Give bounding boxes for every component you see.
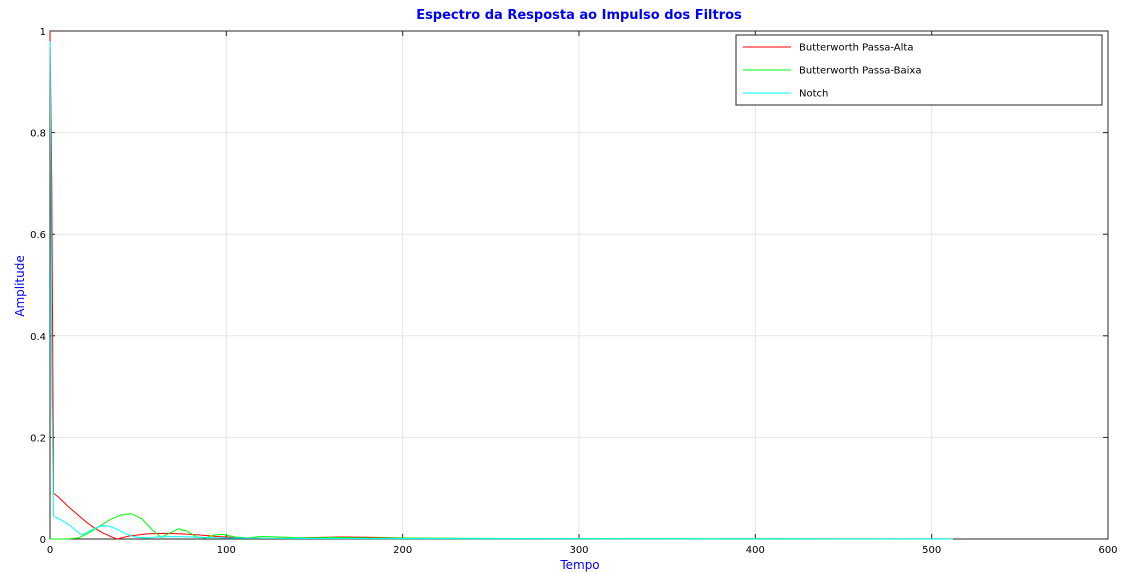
x-axis-label: Tempo (559, 558, 599, 572)
chart-title: Espectro da Resposta ao Impulso dos Filt… (416, 8, 742, 23)
grid (49, 30, 1109, 540)
legend: Butterworth Passa-Alta Butterworth Passa-… (735, 34, 1103, 106)
legend-label-2: Notch (799, 89, 828, 100)
x-tick-label: 300 (569, 545, 588, 556)
x-tick-label: 400 (746, 545, 765, 556)
y-tick-label: 0.8 (30, 129, 46, 140)
x-tick-label: 500 (922, 545, 941, 556)
x-tick-label: 200 (393, 545, 412, 556)
y-tick-label: 1 (40, 27, 46, 38)
y-tick-label: 0.2 (30, 433, 46, 444)
legend-label-0: Butterworth Passa-Alta (799, 43, 913, 54)
y-axis-label: Amplitude (13, 255, 27, 317)
legend-label-1: Butterworth Passa-Baixa (799, 66, 921, 77)
x-tick-label: 0 (47, 545, 53, 556)
x-tick-label: 600 (1098, 545, 1117, 556)
y-tick-label: 0 (40, 535, 46, 546)
series-lines (49, 30, 953, 540)
legend-box (735, 34, 1103, 106)
series-line-1 (50, 513, 953, 540)
y-tick-label: 0.6 (30, 230, 46, 241)
series-line-0 (49, 30, 953, 540)
series-line-2 (49, 41, 953, 540)
axis-ticks: 0 100 200 300 400 500 600 0 0.2 0.4 0.6 0.8 1 (30, 27, 1117, 556)
y-tick-label: 0.4 (30, 332, 46, 343)
x-tick-label: 100 (217, 545, 236, 556)
